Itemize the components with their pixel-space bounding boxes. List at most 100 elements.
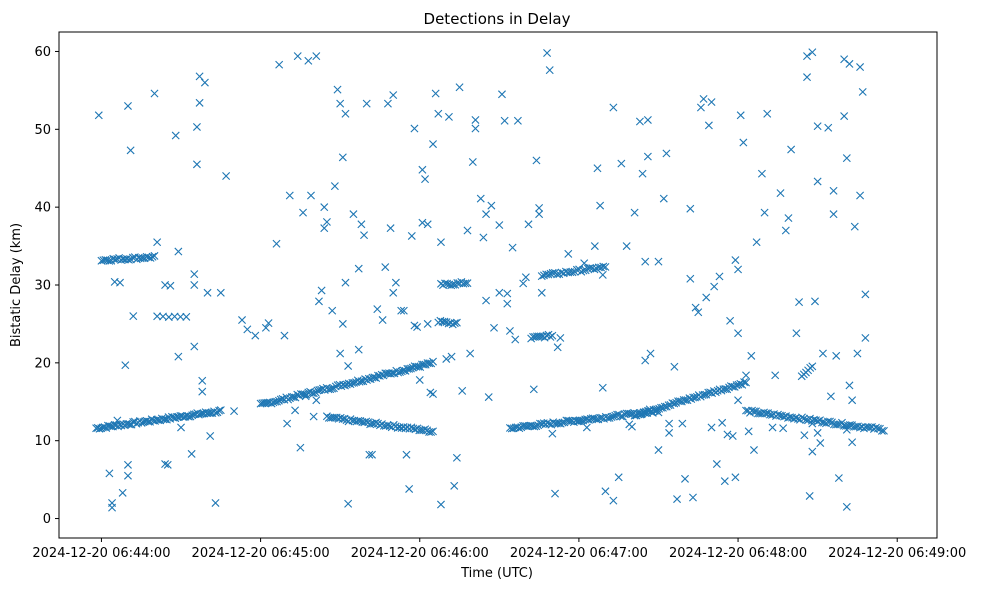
detection-marker [150,251,159,260]
detection-marker [734,396,743,405]
detection-marker [354,345,363,354]
detection-marker [579,266,588,275]
detection-marker [577,267,586,276]
detection-marker [808,447,817,456]
detection-marker [537,288,546,297]
detection-marker [784,214,793,223]
detection-marker [826,392,835,401]
detection-marker [330,182,339,191]
detection-marker [736,111,745,120]
detection-marker [129,312,138,321]
detection-marker [196,410,205,419]
detection-marker [742,371,751,380]
detection-marker [463,279,472,288]
detection-marker [728,432,737,441]
detection-marker [423,220,432,229]
detection-marker [378,316,387,325]
detection-marker [436,238,445,247]
detection-marker [293,52,302,61]
detection-marker [200,78,209,87]
y-tick-label: 60 [34,45,51,60]
detection-marker [328,384,337,393]
detection-marker [598,383,607,392]
detection-marker [427,428,436,436]
detection-marker [749,446,758,455]
detection-marker [757,169,766,178]
detection-marker [553,270,562,279]
detection-marker [580,259,589,268]
detection-marker [688,493,697,502]
detection-marker [468,158,477,166]
detection-marker [548,429,557,438]
detection-marker [309,389,318,398]
detection-marker [564,249,573,258]
chart-title: Detections in Delay [424,10,571,28]
detection-marker [463,226,472,235]
detection-marker [532,332,541,341]
detection-marker [192,122,201,131]
detection-marker [497,90,506,99]
detection-marker [341,109,350,118]
detection-marker [707,423,716,432]
detection-marker [710,282,719,291]
detection-marker [230,407,239,416]
detection-marker [322,217,331,226]
detection-marker [482,296,491,305]
detection-marker [731,473,740,482]
detection-marker [700,390,709,399]
detection-marker [368,450,376,459]
detection-marker [484,393,493,402]
detection-marker [296,443,305,452]
detection-marker [421,425,430,434]
detection-marker [771,371,780,380]
detection-marker [125,420,134,429]
detection-marker [582,423,591,432]
detection-marker [673,495,682,504]
detection-marker [389,288,398,297]
detection-marker [423,359,432,368]
detection-marker [423,319,432,328]
detection-marker [519,279,528,288]
detection-marker [450,319,459,328]
detection-marker [163,460,172,469]
detection-marker [450,481,459,490]
detection-marker [833,420,842,429]
detection-marker [314,297,323,306]
detection-marker [787,145,796,154]
detection-marker [813,428,822,437]
detection-marker [447,352,456,361]
detection-marker [832,351,841,360]
detection-marker [243,325,252,334]
detection-marker [532,422,541,431]
detection-marker [742,406,751,415]
detection-marker [198,376,207,385]
detection-marker [829,186,838,195]
detection-marker [105,422,114,431]
y-tick-label: 20 [34,356,51,371]
detection-marker [166,281,175,290]
detection-marker [171,131,180,140]
detection-marker [842,154,851,163]
detection-marker [177,423,186,432]
detection-marker [760,208,769,217]
detection-marker [198,387,207,396]
detection-marker [476,194,485,203]
detection-marker [768,423,777,432]
detection-marker [670,399,679,408]
detection-marker [622,242,631,251]
detection-marker [803,52,812,61]
detection-marker [792,329,801,338]
detection-marker [98,423,107,432]
detection-marker [434,109,443,118]
detection-marker [370,419,379,428]
detection-marker [415,375,424,384]
detection-marker [636,410,645,419]
y-tick-label: 40 [34,201,51,216]
detection-marker [123,101,132,110]
detection-marker [344,361,353,370]
detection-marker [861,333,870,342]
detection-marker [702,293,711,302]
detection-marker [513,116,522,125]
detection-marker [365,450,374,459]
detection-marker [842,502,851,511]
